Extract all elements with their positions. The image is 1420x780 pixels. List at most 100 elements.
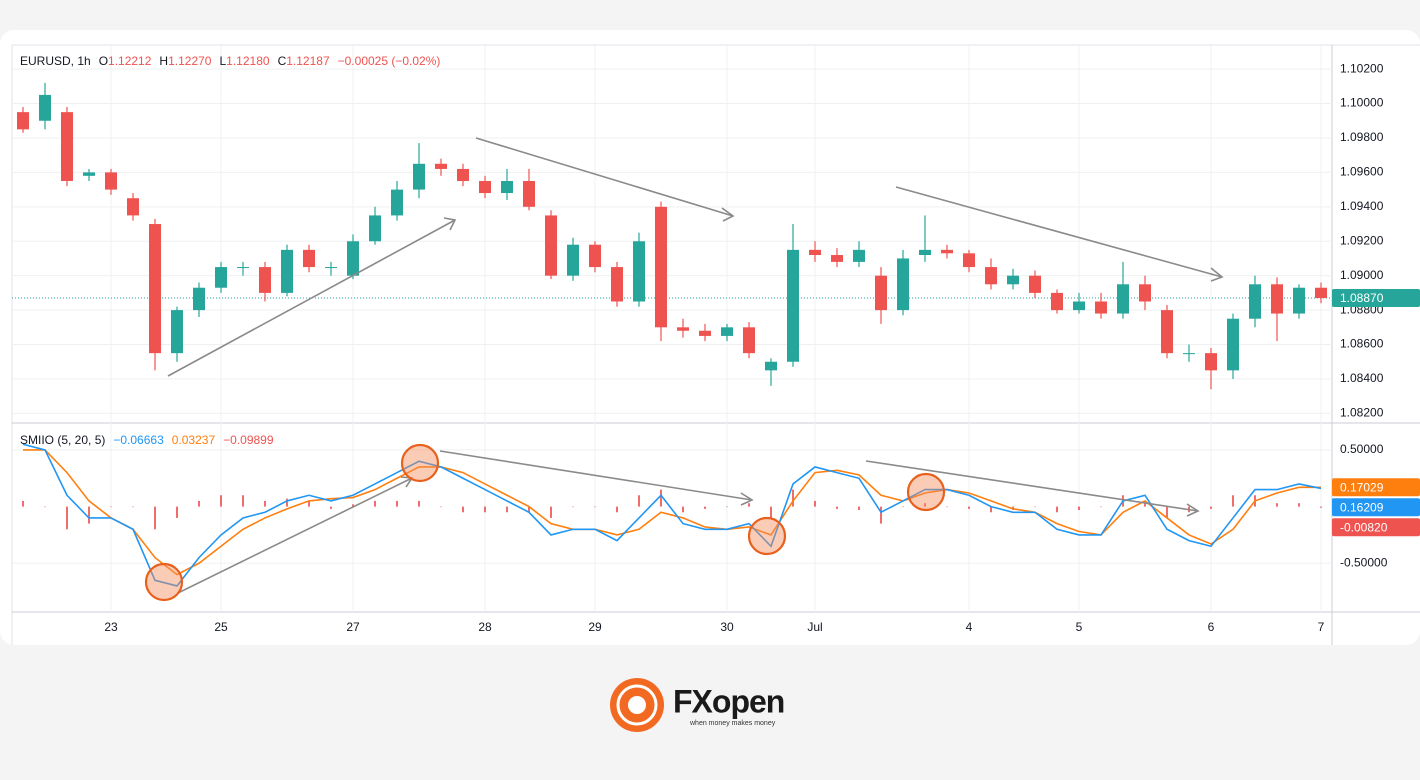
histogram-bar xyxy=(924,503,926,507)
value-tag-label: 0.16209 xyxy=(1340,500,1384,514)
candle-body xyxy=(963,253,975,268)
legend-item: −0.06663 xyxy=(113,433,164,447)
histogram-bar xyxy=(528,506,530,513)
histogram-bar xyxy=(176,506,178,518)
candle-body xyxy=(391,189,403,216)
candle-body xyxy=(1139,284,1151,302)
candle-body xyxy=(1227,318,1239,371)
legend-item: SMIIO (5, 20, 5) xyxy=(20,433,105,447)
arrow-head xyxy=(1186,503,1200,517)
legend-item: 1.12270 xyxy=(168,54,212,68)
histogram-bar xyxy=(1166,506,1168,518)
candle-body xyxy=(743,327,755,354)
y-tick-label: 0.50000 xyxy=(1340,442,1384,456)
x-tick-label: 23 xyxy=(104,620,118,634)
x-tick-label: 30 xyxy=(720,620,734,634)
histogram-bar xyxy=(1100,506,1102,508)
trend-arrow xyxy=(475,137,734,217)
y-tick-label: 1.09000 xyxy=(1340,268,1384,282)
candle-body xyxy=(941,249,953,254)
y-tick-label: 1.09400 xyxy=(1340,199,1384,213)
candle-body xyxy=(567,244,579,276)
histogram-bar xyxy=(506,506,508,513)
candle-body xyxy=(127,198,139,216)
annotations xyxy=(144,137,1224,602)
histogram-bar xyxy=(396,500,398,507)
arrow-head xyxy=(721,207,735,222)
candle-body xyxy=(479,180,491,194)
y-tick-label: 1.08200 xyxy=(1340,406,1384,420)
histogram-bar xyxy=(550,506,552,518)
histogram-bar xyxy=(946,506,948,508)
candle-body xyxy=(501,180,513,194)
candle-body xyxy=(413,163,425,190)
trend-arrow xyxy=(865,460,1199,512)
candle-body xyxy=(897,258,909,311)
y-tick-label: 1.09600 xyxy=(1340,165,1384,179)
value-tag-label: -0.00820 xyxy=(1340,520,1388,534)
candle-body xyxy=(369,215,381,242)
brand-name: FXopen xyxy=(673,683,784,719)
histogram-bar xyxy=(330,506,332,509)
logo: FXopen when money makes money xyxy=(610,678,785,732)
value-tag xyxy=(1332,518,1420,537)
legend-item: 1.12212 xyxy=(108,54,152,68)
histogram-bar xyxy=(220,495,222,507)
indicator-line xyxy=(23,449,1321,576)
arrow-head xyxy=(443,217,457,231)
histogram-bar xyxy=(682,506,684,513)
y-tick-label: 1.08600 xyxy=(1340,337,1384,351)
candle-body xyxy=(237,267,249,269)
highlight-circle xyxy=(747,516,787,556)
price-tag-label: 1.08870 xyxy=(1340,291,1384,305)
histogram-bar xyxy=(990,506,992,513)
candle-body xyxy=(721,327,733,336)
x-tick-label: 7 xyxy=(1318,620,1325,634)
candle-body xyxy=(677,327,689,331)
candle-body xyxy=(1293,287,1305,314)
legend-item: C xyxy=(278,54,287,68)
candle-body xyxy=(39,94,51,121)
histogram-bar xyxy=(616,506,618,513)
histogram-bar xyxy=(1056,506,1058,513)
candle-body xyxy=(985,267,997,285)
histogram-bar xyxy=(198,500,200,507)
histogram-bar xyxy=(462,506,464,513)
histogram-bar xyxy=(1210,506,1212,509)
candle-body xyxy=(171,310,183,354)
price-tag xyxy=(1332,289,1420,308)
candle-body xyxy=(1073,301,1085,311)
y-tick-label: 1.08400 xyxy=(1340,371,1384,385)
y-tick-label: -0.50000 xyxy=(1340,555,1388,569)
candle-body xyxy=(105,172,117,190)
histogram-bar xyxy=(836,506,838,509)
x-tick-label: Jul xyxy=(807,620,822,634)
candle-body xyxy=(1051,292,1063,311)
value-tag xyxy=(1332,498,1420,517)
arrow-head xyxy=(1210,267,1224,282)
histogram-bar xyxy=(902,506,904,508)
candle-body xyxy=(589,244,601,268)
candle-body xyxy=(1249,284,1261,319)
highlight-circle xyxy=(906,472,946,512)
candle-body xyxy=(1315,287,1327,299)
candle-body xyxy=(325,267,337,269)
candle-body xyxy=(303,249,315,268)
legend-item: −0.09899 xyxy=(223,433,274,447)
highlight-circle xyxy=(144,562,184,602)
histogram-bar xyxy=(814,500,816,507)
candle-body xyxy=(1095,301,1107,314)
trend-arrow xyxy=(167,219,456,377)
candle-body xyxy=(149,224,161,354)
legend-item: −0.00025 (−0.02%) xyxy=(338,54,441,68)
candle-body xyxy=(1205,353,1217,371)
candle-body xyxy=(61,112,73,181)
histogram-bar xyxy=(880,506,882,524)
histogram-bar xyxy=(792,489,794,507)
indicator-legend: SMIIO (5, 20, 5) −0.06663 0.03237 −0.09899 xyxy=(20,433,274,447)
histogram-bar xyxy=(1320,506,1322,508)
candle-body xyxy=(193,287,205,311)
histogram-bar xyxy=(440,506,442,508)
candle-body xyxy=(919,249,931,256)
